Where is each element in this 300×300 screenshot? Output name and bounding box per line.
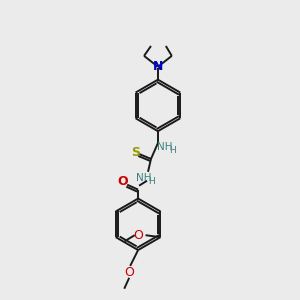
Text: O: O: [134, 229, 144, 242]
Text: NH: NH: [136, 173, 152, 183]
Text: O: O: [117, 175, 128, 188]
Text: NH: NH: [157, 142, 172, 152]
Text: H: H: [169, 146, 176, 155]
Text: S: S: [130, 146, 140, 160]
Text: H: H: [148, 177, 155, 186]
Text: N: N: [153, 60, 163, 73]
Text: O: O: [124, 266, 134, 279]
